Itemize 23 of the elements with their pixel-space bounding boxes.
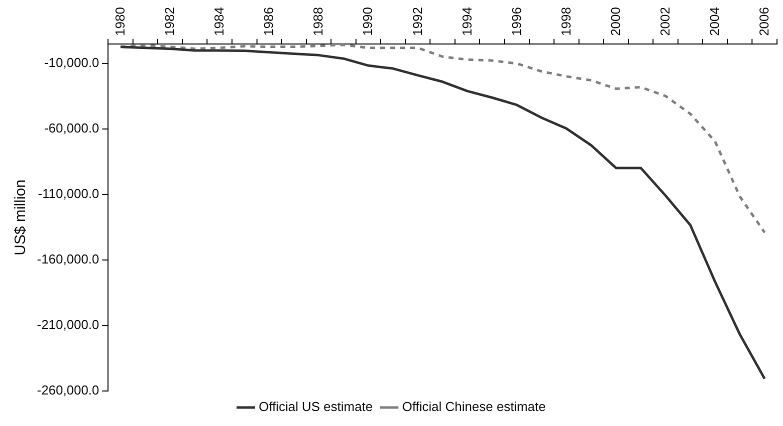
x-tick-label: 1996 xyxy=(508,7,524,36)
legend-label: Official US estimate xyxy=(258,399,373,414)
x-tick-label: 2006 xyxy=(756,7,772,36)
x-tick-label: 1992 xyxy=(410,7,425,36)
x-tick-label: 1982 xyxy=(162,7,178,36)
y-tick-label: -10,000.0 xyxy=(44,55,100,70)
y-tick-label: -260,000.0 xyxy=(36,382,100,398)
y-tick-label: -210,000.0 xyxy=(36,317,100,332)
x-tick-label: 1994 xyxy=(459,7,474,36)
y-axis-title: US$ million xyxy=(12,180,30,256)
legend-label: Official Chinese estimate xyxy=(402,399,546,414)
x-tick-label: 2002 xyxy=(658,7,673,36)
y-tick-label: -60,000.0 xyxy=(44,120,100,136)
x-tick-label: 1986 xyxy=(261,7,276,36)
x-tick-label: 2000 xyxy=(608,7,623,36)
x-tick-label: 1980 xyxy=(112,7,128,36)
x-tick-label: 1984 xyxy=(212,7,227,36)
x-tick-label: 1998 xyxy=(558,7,574,36)
x-tick-label: 1988 xyxy=(310,7,326,36)
x-tick-label: 2004 xyxy=(707,7,722,36)
x-tick-label: 1990 xyxy=(360,7,376,36)
y-tick-label: -110,000.0 xyxy=(38,186,100,202)
y-tick-label: -160,000.0 xyxy=(36,252,100,267)
